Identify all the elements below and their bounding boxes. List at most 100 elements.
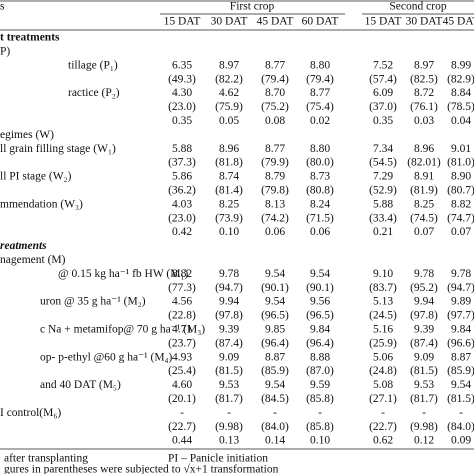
cell: (9.98) <box>215 421 243 433</box>
cell: (81.5) <box>447 393 474 405</box>
cell: (80.8) <box>306 185 334 197</box>
cell: 9.10 <box>373 268 393 280</box>
cell: (97.8) <box>215 310 243 322</box>
cell: (81.5) <box>410 365 438 377</box>
row-label: I control(M₆) <box>0 407 61 419</box>
row-label: reatments <box>0 240 47 252</box>
row-label: and 40 DAT (M₅) <box>40 379 121 391</box>
cell: 8.97 <box>414 59 434 71</box>
cell: (96.5) <box>261 310 289 322</box>
cell: (82.9) <box>447 73 474 85</box>
cell: 5.08 <box>373 379 393 391</box>
row-label: ll PI stage (W₂) <box>0 171 72 183</box>
cell: 8.82 <box>172 268 192 280</box>
cell: 7.34 <box>373 143 393 155</box>
cell: 9.39 <box>414 324 434 336</box>
cell: (79.8) <box>261 185 289 197</box>
cell: (84.0) <box>447 421 474 433</box>
cell: 5.86 <box>172 171 192 183</box>
cell: 9.56 <box>310 296 330 308</box>
cell: 0.07 <box>451 226 471 238</box>
cell: (85.9) <box>261 365 289 377</box>
cell: (85.8) <box>306 421 334 433</box>
footnote: gures in parentheses were subjected to √… <box>4 463 279 474</box>
column-header: 30 DAT <box>406 16 443 28</box>
cell: (81.4) <box>215 185 243 197</box>
cell: 5.06 <box>373 351 393 363</box>
cell: 9.54 <box>451 379 471 391</box>
cell: 4.30 <box>172 87 192 99</box>
cell: 8.99 <box>451 59 471 71</box>
cell: (22.8) <box>168 310 196 322</box>
cell: (54.5) <box>369 157 397 169</box>
cell: (96.5) <box>306 310 334 322</box>
cell: (24.8) <box>369 365 397 377</box>
row-label: ll grain filling stage (W₁) <box>0 143 116 155</box>
cell: 0.03 <box>414 115 434 127</box>
cell: - <box>273 407 277 419</box>
cell: - <box>180 407 184 419</box>
cell: (80.0) <box>306 157 334 169</box>
cell: - <box>381 407 385 419</box>
cell: 0.44 <box>172 435 192 447</box>
row-label: uron @ 35 g ha⁻¹ (M₂) <box>40 296 146 308</box>
row-label: t treatments <box>0 32 60 44</box>
cell: 0.62 <box>373 435 393 447</box>
cell: 8.97 <box>219 59 239 71</box>
cell: 6.35 <box>172 59 192 71</box>
footnote: PI – Panicle initiation <box>168 453 268 465</box>
cell: 5.13 <box>373 296 393 308</box>
cell: (74.7) <box>447 212 474 224</box>
cell: 7.52 <box>373 59 393 71</box>
cell: 7.29 <box>373 171 393 183</box>
cell: (74.5) <box>410 212 438 224</box>
cell: 8.96 <box>414 143 434 155</box>
cell: 8.96 <box>219 143 239 155</box>
cell: 8.87 <box>265 351 285 363</box>
cell: 4.71 <box>172 324 192 336</box>
cell: (20.1) <box>168 393 196 405</box>
cell: (94.7) <box>215 282 243 294</box>
cell: (80.7) <box>447 185 474 197</box>
cell: 9.53 <box>219 379 239 391</box>
cell: 8.13 <box>265 198 285 210</box>
cell: (82.5) <box>410 73 438 85</box>
cell: 8.73 <box>310 171 330 183</box>
cell: (85.8) <box>306 393 334 405</box>
cell: 8.25 <box>414 198 434 210</box>
cell: 9.94 <box>219 296 239 308</box>
group-header: Second crop <box>389 1 446 13</box>
row-label: tillage (P₁) <box>68 59 118 71</box>
cell: (37.0) <box>369 101 397 113</box>
cell: 9.89 <box>451 296 471 308</box>
cell: 0.07 <box>414 226 434 238</box>
cell: 9.54 <box>265 379 285 391</box>
row-label: egimes (W) <box>0 129 54 141</box>
cell: (83.7) <box>369 282 397 294</box>
cell: (97.8) <box>410 310 438 322</box>
row-label: c Na + metamifop@ 70 g ha⁻¹ (M₃) <box>40 324 205 336</box>
row-label: mmendation (W₃) <box>0 198 83 210</box>
cell: (37.3) <box>168 157 196 169</box>
cell: (95.2) <box>410 282 438 294</box>
cell: (90.1) <box>306 282 334 294</box>
cell: (71.5) <box>306 212 334 224</box>
cell: 9.59 <box>310 379 330 391</box>
cell: 9.39 <box>219 324 239 336</box>
cell: 9.54 <box>265 296 285 308</box>
cell: (84.0) <box>261 421 289 433</box>
row-label: op- p-ethyl @60 g ha⁻¹ (M₄) <box>40 351 173 363</box>
cell: - <box>422 407 426 419</box>
cell: (82.01) <box>407 157 441 169</box>
cell: 8.24 <box>310 198 330 210</box>
cell: (87.4) <box>410 337 438 349</box>
cell: (23.0) <box>168 101 196 113</box>
cell: (84.5) <box>261 393 289 405</box>
cell: 0.14 <box>265 435 285 447</box>
cell: (79.9) <box>261 157 289 169</box>
cell: (49.3) <box>168 73 196 85</box>
cell: 6.09 <box>373 87 393 99</box>
cell: 8.72 <box>414 87 434 99</box>
cell: 9.94 <box>414 296 434 308</box>
